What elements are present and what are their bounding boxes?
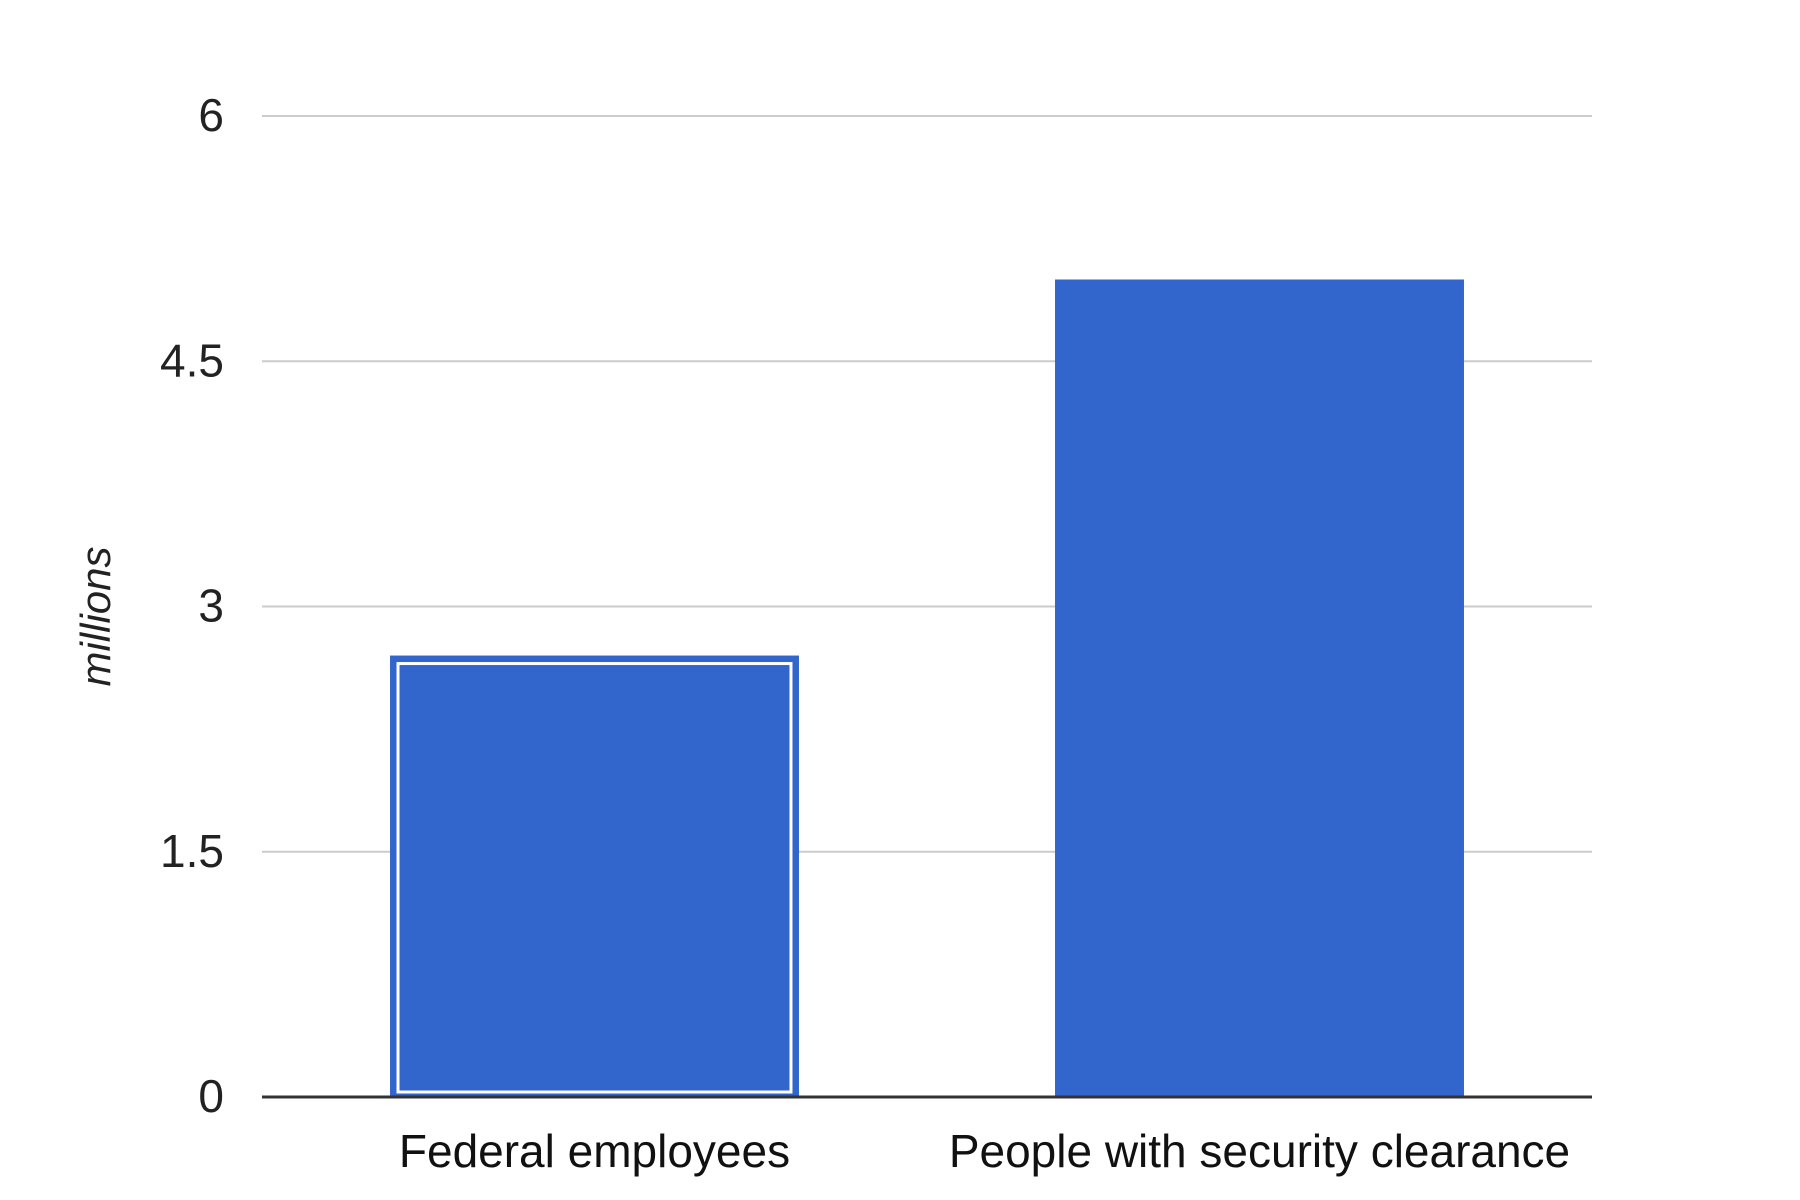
- x-category-label: Federal employees: [399, 1125, 790, 1177]
- y-tick-label: 6: [198, 89, 224, 141]
- x-axis-category-labels: Federal employees People with security cl…: [399, 1125, 1570, 1177]
- y-tick-label: 1.5: [160, 825, 224, 877]
- y-tick-label: 4.5: [160, 334, 224, 386]
- bar-highlight-outline: [396, 662, 793, 1094]
- y-axis-title: millions: [72, 546, 119, 686]
- bar-0[interactable]: [390, 655, 799, 1097]
- bars: [390, 279, 1464, 1098]
- y-axis-tick-labels: 0 1.5 3 4.5 6: [160, 89, 224, 1122]
- x-category-label: People with security clearance: [949, 1125, 1570, 1177]
- y-tick-label: 3: [198, 580, 224, 632]
- y-tick-label: 0: [198, 1070, 224, 1122]
- bar-1[interactable]: [1055, 279, 1464, 1098]
